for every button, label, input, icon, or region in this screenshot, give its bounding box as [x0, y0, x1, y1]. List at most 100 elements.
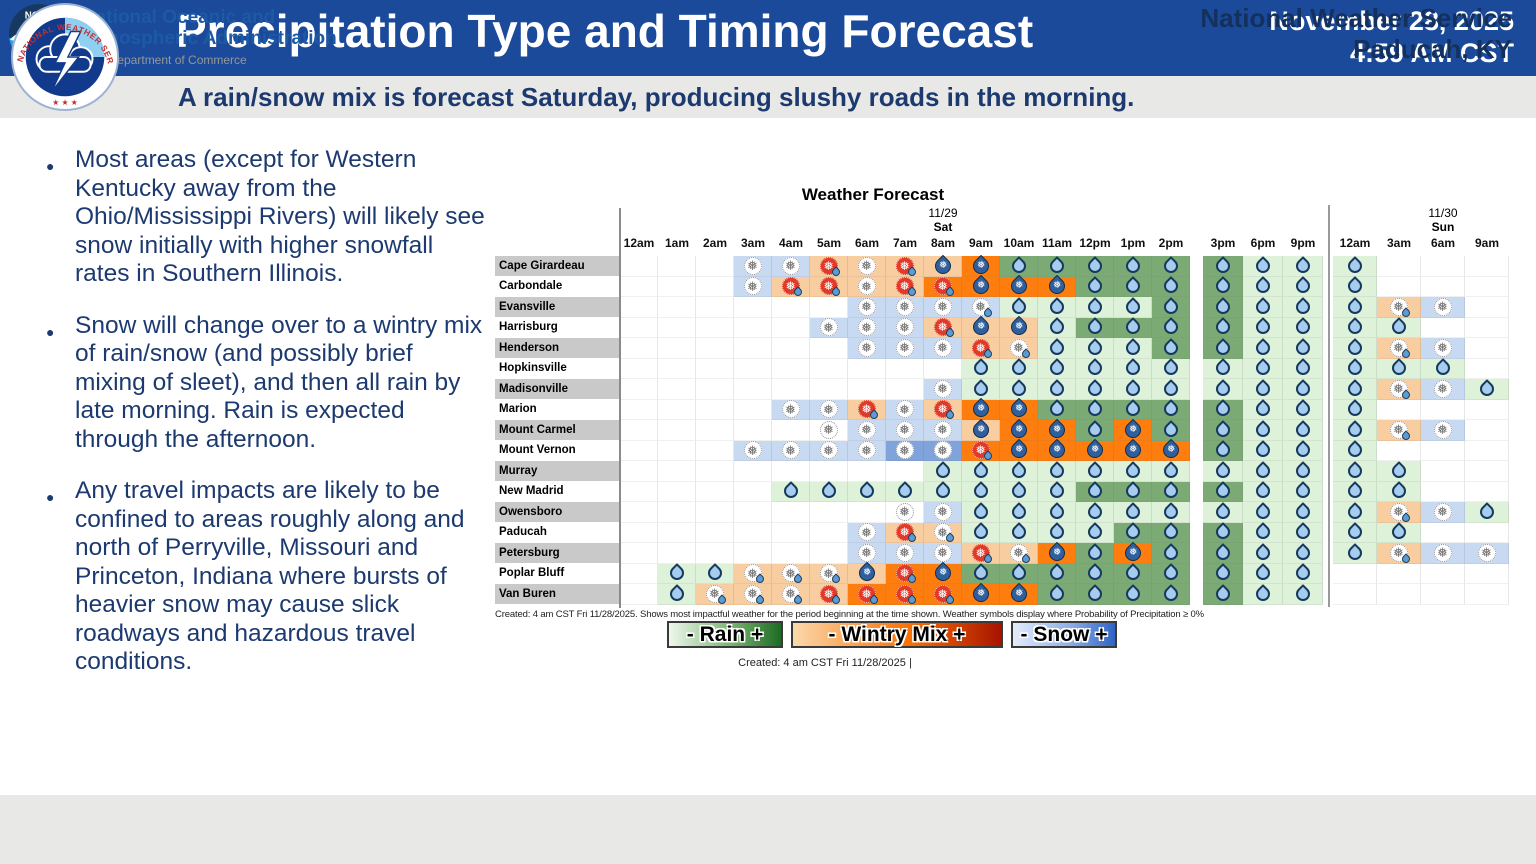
row-label-murray: Murray	[495, 461, 620, 482]
forecast-cell	[1465, 440, 1509, 461]
forecast-cell	[1465, 378, 1509, 400]
forecast-cell	[1465, 563, 1509, 584]
forecast-cell	[1377, 358, 1421, 379]
forecast-cell	[1000, 563, 1038, 584]
forecast-cell: ❅	[848, 420, 886, 441]
forecast-cell	[810, 461, 848, 482]
raindrop-icon	[1008, 501, 1029, 522]
forecast-cell	[1333, 522, 1377, 543]
forecast-cell	[810, 543, 848, 564]
forecast-cell: ❅	[1000, 274, 1038, 298]
wintry-mix-icon: ❅	[971, 338, 994, 360]
raindrop-icon	[1084, 563, 1105, 584]
raindrop-icon	[1008, 378, 1029, 399]
raindrop-icon	[1212, 399, 1233, 420]
forecast-cell	[1114, 501, 1152, 523]
forecast-cell	[1465, 276, 1509, 297]
forecast-cell: ❅	[1421, 379, 1465, 400]
forecast-cell	[924, 358, 962, 379]
raindrop-icon	[666, 583, 687, 604]
raindrop-icon	[1084, 419, 1105, 440]
snow-rain-mix-icon: ❅	[819, 564, 842, 585]
forecast-cell	[1203, 317, 1243, 338]
forecast-cell	[1243, 399, 1283, 420]
forecast-cell	[696, 256, 734, 277]
forecast-cell	[1038, 378, 1076, 400]
forecast-cell	[658, 583, 696, 605]
forecast-cell: ❅	[1038, 418, 1076, 442]
forecast-cell	[1152, 296, 1190, 318]
row-label-mount-vernon: Mount Vernon	[495, 440, 620, 461]
forecast-cell: ❅	[962, 274, 1000, 298]
rain-snow-mix-icon: ❅	[1045, 541, 1068, 565]
forecast-cell	[810, 522, 848, 543]
forecast-cell	[1203, 337, 1243, 359]
forecast-cell	[1203, 542, 1243, 564]
time-label: 3pm	[1210, 236, 1236, 250]
nws-logo-stars: ★ ★ ★	[52, 98, 77, 107]
forecast-cell	[734, 543, 772, 564]
raindrop-icon	[1292, 296, 1313, 317]
raindrop-icon	[1252, 563, 1273, 584]
forecast-cell: ❅	[962, 543, 1000, 565]
snowflake-icon: ❅	[1477, 543, 1496, 562]
forecast-cell: ❅	[962, 418, 1000, 442]
forecast-cell	[1000, 481, 1038, 502]
forecast-cell	[1038, 501, 1076, 523]
forecast-cell: ❅	[734, 584, 772, 606]
raindrop-icon	[1008, 460, 1029, 481]
forecast-cell: ❅	[696, 584, 734, 606]
raindrop-icon	[1344, 399, 1365, 420]
raindrop-icon	[1252, 337, 1273, 358]
forecast-cell	[658, 379, 696, 400]
forecast-cell	[1114, 358, 1152, 379]
forecast-cell: ❅	[1377, 379, 1421, 401]
forecast-cell	[1283, 399, 1323, 420]
forecast-cell	[696, 543, 734, 564]
forecast-cell	[1333, 563, 1377, 584]
forecast-cell	[1465, 522, 1509, 543]
forecast-cell	[772, 379, 810, 400]
raindrop-icon	[780, 481, 801, 502]
raindrop-icon	[1212, 419, 1233, 440]
forecast-cell: ❅	[962, 397, 1000, 421]
forecast-cell	[962, 501, 1000, 523]
raindrop-icon	[1008, 522, 1029, 543]
forecast-cell	[1243, 276, 1283, 297]
raindrop-icon	[1008, 358, 1029, 379]
forecast-cell: ❅	[924, 420, 962, 441]
forecast-cell	[620, 543, 658, 564]
forecast-cell	[1333, 378, 1377, 400]
forecast-cell	[1114, 276, 1152, 297]
raindrop-icon	[1160, 481, 1181, 502]
issue-time: 4:59 AM CST	[1349, 38, 1514, 68]
bullet-item: Snow will change over to a wintry mix of…	[46, 312, 486, 455]
raindrop-icon	[1046, 460, 1067, 481]
forecast-cell	[1038, 583, 1076, 605]
forecast-cell	[620, 317, 658, 338]
forecast-cell: ❅	[1000, 397, 1038, 421]
raindrop-icon	[1344, 317, 1365, 338]
forecast-cell	[1283, 542, 1323, 564]
rain-snow-mix-icon: ❅	[1045, 438, 1068, 462]
forecast-cell	[1152, 337, 1190, 359]
forecast-cell	[1283, 378, 1323, 400]
forecast-cell	[1038, 481, 1076, 502]
forecast-cell	[620, 358, 658, 379]
snowflake-icon: ❅	[1433, 297, 1452, 316]
raindrop-icon	[1292, 399, 1313, 420]
snowflake-icon: ❅	[895, 543, 914, 562]
time-label: 5am	[816, 236, 842, 250]
forecast-cell	[620, 256, 658, 277]
snowflake-icon: ❅	[819, 441, 838, 460]
snow-rain-mix-icon: ❅	[781, 584, 804, 606]
wintry-mix-icon: ❅	[781, 277, 804, 298]
snowflake-icon: ❅	[895, 441, 914, 460]
forecast-cell: ❅	[848, 543, 886, 564]
legend-chip-wintry: - Wintry Mix +	[791, 621, 1003, 648]
forecast-cell	[1203, 583, 1243, 605]
raindrop-icon	[1212, 563, 1233, 584]
forecast-cell	[1421, 440, 1465, 461]
forecast-cell	[772, 338, 810, 359]
label-grid-divider	[619, 208, 621, 608]
